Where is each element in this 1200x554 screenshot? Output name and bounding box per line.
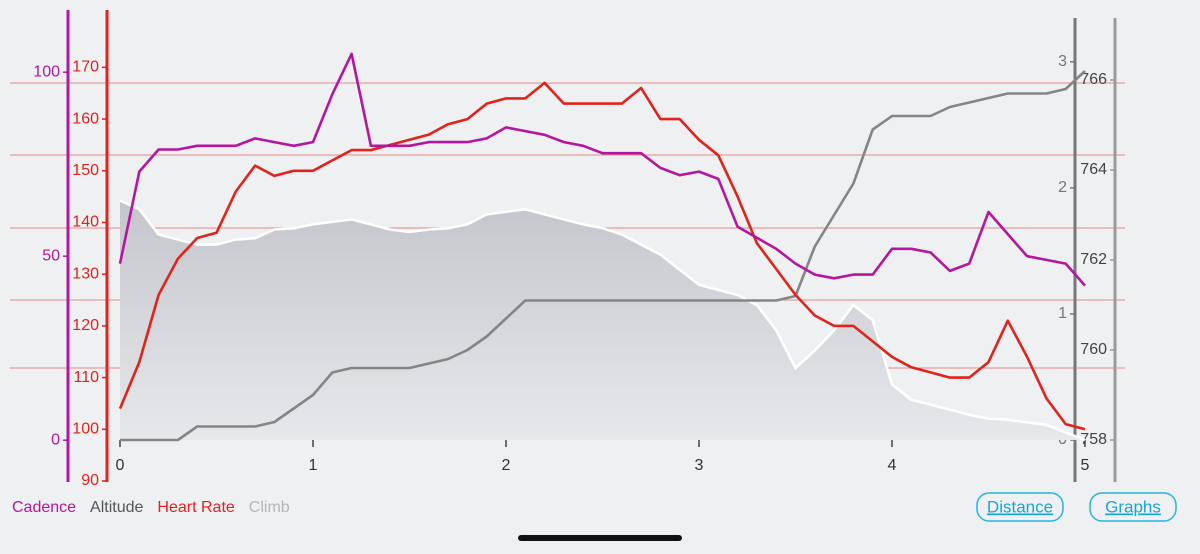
graphs-button[interactable]: Graphs: [1105, 497, 1161, 516]
climb-area: [120, 200, 1085, 440]
y-tick-label: 1: [1058, 305, 1067, 322]
legend-item: Cadence: [12, 499, 76, 516]
climb-outline: [119, 199, 1086, 442]
button-frame[interactable]: [976, 492, 1064, 522]
series-line: [118, 52, 1086, 287]
home-indicator: [518, 535, 682, 541]
button-frame[interactable]: [1089, 492, 1177, 522]
legend-item: Heart Rate: [157, 499, 234, 516]
y-tick-label: 766: [1080, 71, 1107, 88]
y-tick-label: 760: [1080, 341, 1107, 358]
y-tick-label: 50: [42, 247, 60, 264]
y-tick-label: 764: [1080, 161, 1107, 178]
x-tick-label: 4: [888, 457, 897, 474]
legend-item: Altitude: [90, 499, 143, 516]
series-line: [118, 81, 1086, 431]
series-line: [120, 70, 1086, 442]
y-tick-label: 150: [72, 162, 99, 179]
x-tick-label: 3: [695, 457, 704, 474]
y-tick-label: 2: [1058, 179, 1067, 196]
x-tick-label: 0: [116, 457, 125, 474]
y-tick-label: 100: [72, 421, 99, 438]
y-tick-label: 110: [73, 369, 99, 386]
x-tick-label: 5: [1081, 457, 1090, 474]
y-tick-label: 758: [1080, 431, 1107, 448]
y-tick-label: 170: [72, 59, 99, 76]
y-tick-label: 130: [72, 265, 99, 282]
y-tick-label: 90: [81, 472, 99, 489]
x-tick-label: 1: [309, 457, 318, 474]
plot: 0 1 2 3 4 50501007587607627647669010011012013…: [33, 10, 1117, 489]
y-tick-label: 120: [72, 317, 99, 334]
y-tick-label: 0: [51, 431, 60, 448]
legend-item: Climb: [249, 499, 290, 516]
x-tick-label: 2: [502, 457, 511, 474]
y-tick-label: 3: [1058, 53, 1067, 70]
y-tick-label: 762: [1080, 251, 1107, 268]
y-tick-label: 160: [72, 110, 99, 127]
y-tick-label: 100: [33, 63, 60, 80]
y-tick-label: 140: [72, 214, 99, 231]
distance-button[interactable]: Distance: [987, 497, 1053, 516]
